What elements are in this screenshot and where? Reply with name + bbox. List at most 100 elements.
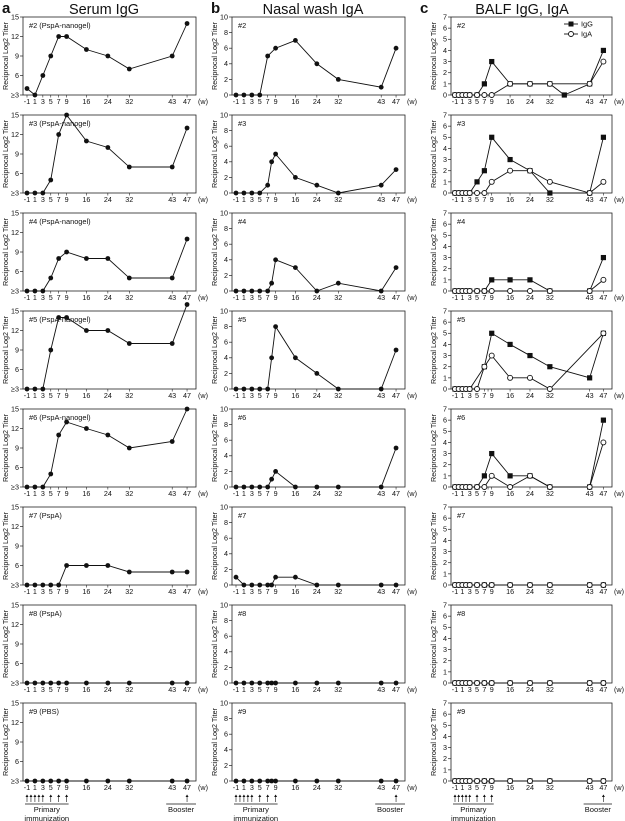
series-line-iga: [455, 442, 604, 488]
x-tick-label: 3: [250, 195, 254, 204]
data-point: [233, 778, 239, 784]
series-line-series: [236, 259, 397, 292]
data-point: [56, 680, 62, 686]
y-tick-label: 6: [224, 44, 228, 53]
subject-label: #9: [457, 707, 465, 716]
immunization-arrowhead: [460, 794, 464, 797]
y-axis-title: Reciprocal Log2 Titer: [1, 21, 10, 90]
y-tick-label: 6: [224, 142, 228, 151]
x-unit-label: (w): [614, 293, 624, 302]
data-point: [32, 386, 38, 392]
y-tick-label: 5: [443, 133, 447, 142]
x-tick-label: 24: [104, 783, 112, 792]
data-point-iga: [586, 190, 593, 196]
data-point: [378, 84, 384, 90]
data-point-igg: [489, 58, 495, 65]
data-point-igg: [507, 341, 513, 348]
data-point: [169, 275, 175, 281]
x-tick-label: 7: [57, 587, 61, 596]
x-tick-label: 9: [490, 195, 494, 204]
booster-label: Booster: [585, 805, 612, 814]
x-tick-label: 3: [468, 97, 472, 106]
data-point: [24, 778, 30, 784]
data-point: [314, 61, 320, 67]
y-axis-title: Reciprocal Log2 Titer: [210, 21, 219, 90]
x-tick-label: 9: [65, 293, 69, 302]
x-tick-label: 5: [475, 783, 479, 792]
x-tick-label: 32: [125, 391, 133, 400]
x-tick-label: 3: [250, 685, 254, 694]
x-tick-label: 9: [274, 293, 278, 302]
immunization-arrowhead: [464, 794, 468, 797]
y-tick-label: 1: [443, 569, 447, 578]
x-tick-label: 7: [57, 391, 61, 400]
x-tick-label: 32: [334, 97, 342, 106]
data-point: [40, 778, 46, 784]
primary-label-line1: Primary: [243, 805, 269, 814]
data-point: [184, 21, 190, 26]
x-tick-label: 1: [242, 195, 246, 204]
data-point: [84, 328, 89, 333]
immunization-arrowhead: [234, 794, 238, 797]
x-tick-label: -1: [452, 293, 458, 302]
data-point-iga: [546, 484, 553, 490]
y-tick-label: 0: [224, 776, 228, 785]
data-point-igg: [481, 473, 487, 479]
data-point: [126, 164, 132, 170]
x-tick-label: 7: [266, 783, 270, 792]
data-point-iga: [466, 582, 473, 588]
subject-label: #7 (PspA): [29, 511, 62, 520]
x-tick-label: 9: [65, 97, 69, 106]
immunization-arrowhead: [65, 794, 69, 797]
x-tick-label: 43: [586, 391, 594, 400]
data-point-igg: [600, 417, 607, 423]
y-tick-label: 2: [443, 166, 447, 175]
data-point: [335, 778, 341, 784]
x-tick-label: 16: [506, 587, 514, 596]
data-point-iga: [586, 484, 593, 490]
y-tick-label: 6: [443, 514, 447, 523]
y-tick-label: 10: [220, 110, 228, 119]
x-tick-label: 43: [377, 489, 385, 498]
x-tick-label: 47: [392, 685, 400, 694]
data-point-iga: [586, 80, 593, 87]
x-tick-label: 9: [274, 391, 278, 400]
x-tick-label: 47: [183, 685, 191, 694]
x-tick-label: 43: [586, 489, 594, 498]
y-tick-label: 2: [224, 173, 228, 182]
data-point: [64, 315, 69, 320]
data-point-iga: [481, 92, 488, 98]
plot-frame: [450, 310, 613, 390]
x-tick-label: 32: [334, 391, 342, 400]
data-point: [314, 182, 320, 188]
x-tick-label: 16: [82, 587, 90, 596]
x-tick-label: 1: [460, 783, 464, 792]
data-point: [269, 582, 275, 588]
y-tick-label: 4: [224, 157, 228, 166]
y-tick-label: 5: [443, 231, 447, 240]
y-tick-label: 4: [224, 549, 228, 558]
x-tick-label: 5: [49, 293, 53, 302]
y-tick-label: 5: [443, 427, 447, 436]
y-tick-label: ≥3: [11, 188, 19, 197]
x-tick-label: 7: [482, 391, 486, 400]
data-point: [40, 484, 46, 490]
y-tick-label: 1: [443, 177, 447, 186]
data-point: [273, 45, 278, 51]
y-tick-label: 6: [224, 436, 228, 445]
x-tick-label: 9: [65, 195, 69, 204]
x-tick-label: 16: [291, 293, 299, 302]
data-point: [378, 582, 384, 588]
y-tick-label: 15: [11, 502, 19, 511]
data-point: [233, 92, 239, 98]
y-axis-title: Reciprocal Log2 Titer: [429, 511, 438, 580]
booster-label: Booster: [168, 805, 195, 814]
data-point-iga: [466, 92, 473, 98]
data-point-iga: [507, 167, 514, 174]
data-point: [105, 778, 111, 784]
y-tick-label: 15: [11, 12, 19, 21]
